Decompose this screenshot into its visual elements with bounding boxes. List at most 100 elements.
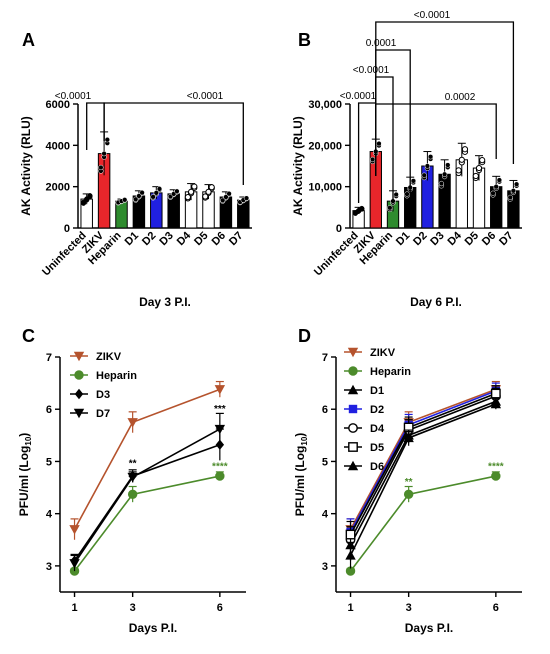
significance-stars: ** <box>405 477 413 488</box>
data-point <box>493 184 499 190</box>
legend-marker-d7 <box>73 408 85 419</box>
significance-label: <0.0001 <box>187 91 224 102</box>
y-tick-label: 3 <box>46 561 52 573</box>
data-point <box>455 167 462 174</box>
y-axis-title-main: PFU/ml (Log <box>17 446 31 517</box>
legend-label-heparin: Heparin <box>370 366 411 378</box>
data-point <box>84 196 90 202</box>
data-point <box>184 194 191 201</box>
legend-marker-d2 <box>348 404 358 414</box>
data-point <box>404 191 410 197</box>
significance-label: 0.0001 <box>366 38 397 49</box>
data-point <box>475 164 483 172</box>
data-point-d7 <box>127 472 138 483</box>
category-label-d3: D3 <box>157 230 175 248</box>
significance-bracket <box>375 103 497 159</box>
significance-label: <0.0001 <box>414 10 451 21</box>
legend-marker-d5 <box>348 442 358 452</box>
legend-label-d3: D3 <box>96 389 110 401</box>
y-tick-label: 6 <box>46 404 52 416</box>
legend-label-d1: D1 <box>370 385 384 397</box>
x-axis-title: Day 3 P.I. <box>139 295 191 309</box>
data-point-zikv <box>214 385 226 395</box>
legend-marker-heparin <box>74 370 84 380</box>
y-axis-title: PFU/ml (Log10) <box>17 433 33 517</box>
data-point-d7 <box>69 559 80 569</box>
data-point <box>243 195 250 201</box>
data-point <box>479 157 486 164</box>
x-tick-label: 6 <box>493 602 499 614</box>
x-axis-title: Days P.I. <box>405 621 453 635</box>
data-point <box>510 188 517 194</box>
y-tick-label: 4 <box>46 509 53 521</box>
data-point <box>220 197 226 203</box>
data-point-heparin <box>403 489 414 500</box>
y-axis-title-close: ) <box>17 433 31 437</box>
panel-letter-a: A <box>22 30 35 50</box>
data-point <box>513 181 520 187</box>
legend-label-zikv: ZIKV <box>370 347 396 359</box>
significance-label: <0.0001 <box>353 65 390 76</box>
data-point-heparin <box>215 471 225 481</box>
x-tick-label: 3 <box>130 602 136 614</box>
x-tick-label: 1 <box>347 602 353 614</box>
x-axis-title: Days P.I. <box>129 621 177 635</box>
data-point <box>226 191 232 197</box>
data-point <box>80 199 87 206</box>
category-label-d2: D2 <box>411 230 429 248</box>
data-point <box>441 171 448 177</box>
y-tick-label: 7 <box>46 352 52 364</box>
data-point-d6 <box>345 550 356 560</box>
legend-label-d2: D2 <box>370 404 384 416</box>
category-label-d2: D2 <box>140 230 158 248</box>
data-point <box>87 193 93 199</box>
category-label-d4: D4 <box>445 229 464 248</box>
data-point <box>421 172 427 178</box>
chart-panel-c: 3 4 5 6 7 1 3 6 Days P.I. PFU/ml (Log10) ZIKV Hepar… <box>17 351 246 635</box>
data-point <box>507 194 513 201</box>
x-tick-label: 6 <box>217 602 223 614</box>
data-point <box>424 163 431 169</box>
legend-label-heparin: Heparin <box>96 370 137 382</box>
legend-marker-d4 <box>348 423 358 433</box>
data-point <box>150 194 156 200</box>
data-point <box>472 172 479 180</box>
data-point <box>133 196 139 202</box>
legend-marker-zikv <box>347 347 359 358</box>
data-point <box>393 191 399 198</box>
data-point-d7 <box>214 424 226 435</box>
significance-bracket <box>86 102 105 150</box>
data-point <box>387 205 393 211</box>
y-tick-label: 4000 <box>46 140 70 152</box>
data-point-zikv <box>69 525 80 535</box>
legend-marker-heparin <box>348 366 358 376</box>
legend-marker-d1 <box>347 384 359 395</box>
data-point-d5 <box>490 388 501 399</box>
y-tick-label: 4 <box>322 509 329 521</box>
y-axis-title-subscript: 10 <box>300 436 309 445</box>
legend-label-d5: D5 <box>370 442 384 454</box>
category-label-d7: D7 <box>497 230 515 248</box>
data-point <box>376 140 382 147</box>
legend-marker-d3 <box>74 388 84 400</box>
data-point <box>205 188 212 195</box>
legend-label-zikv: ZIKV <box>96 351 122 363</box>
data-point <box>188 188 195 195</box>
category-label-d1: D1 <box>123 230 141 248</box>
data-point <box>191 183 198 190</box>
category-label-d6: D6 <box>480 230 498 248</box>
data-point <box>461 146 469 153</box>
y-tick-label: 6 <box>322 404 328 416</box>
data-point <box>496 177 503 183</box>
panel-letter-c: C <box>22 326 35 346</box>
data-point <box>369 156 376 163</box>
chart-panel-d: 3 4 5 6 7 1 3 6 Days P.I. PFU/ml (Log10) ZIKV Hepar… <box>293 347 522 635</box>
y-axis-title: AK Activity (RLU) <box>291 116 305 216</box>
y-axis-title: PFU/ml (Log10) <box>293 433 309 517</box>
y-tick-label: 5 <box>322 456 328 468</box>
data-point-d6 <box>403 432 414 443</box>
data-point <box>202 193 209 200</box>
x-tick-label: 3 <box>406 602 412 614</box>
y-tick-label: 20,000 <box>308 140 342 152</box>
